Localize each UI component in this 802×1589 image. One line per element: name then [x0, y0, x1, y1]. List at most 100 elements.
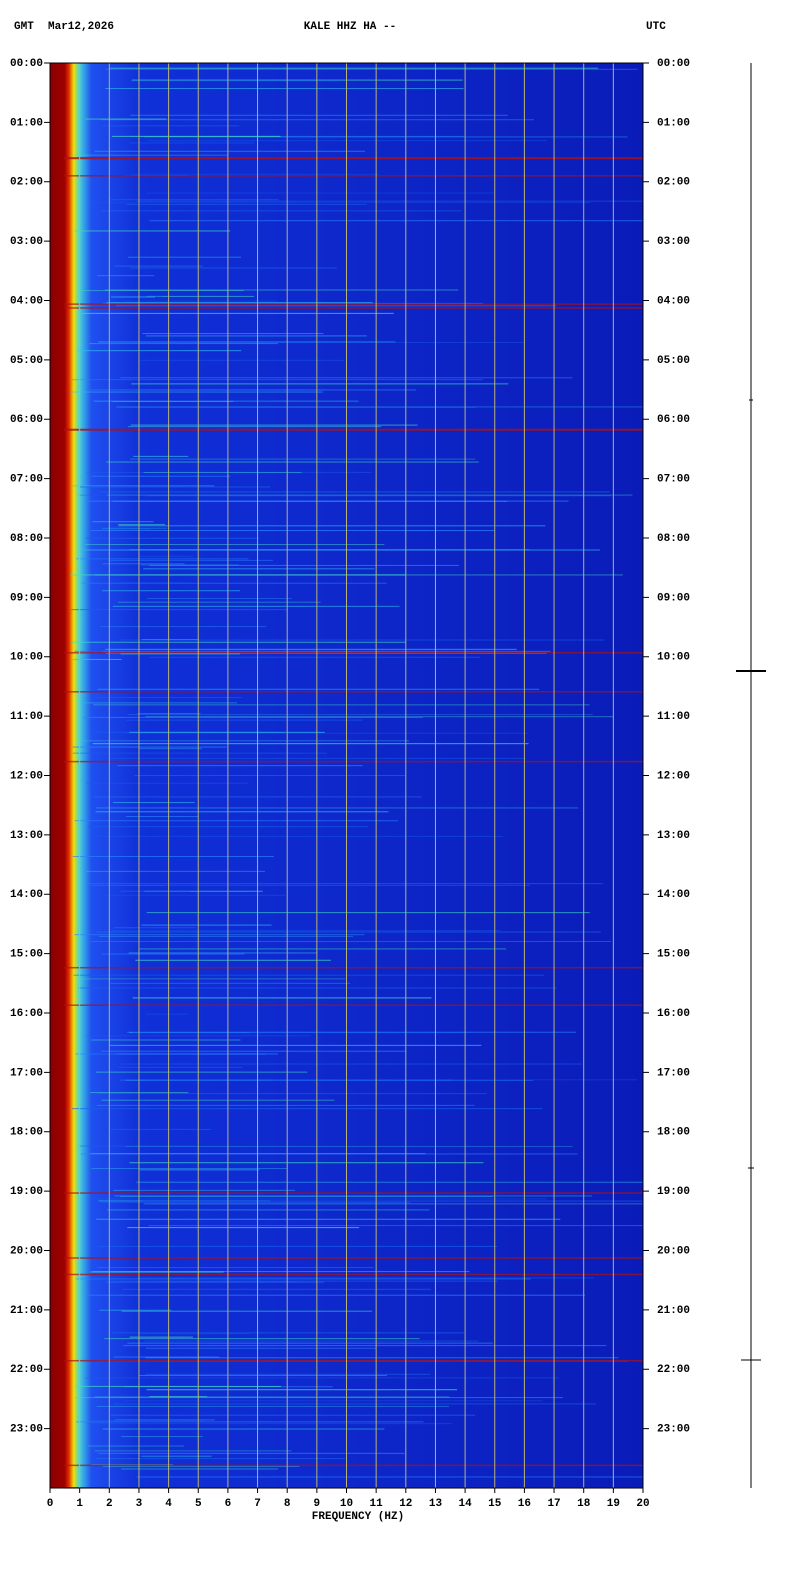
noise-streak — [106, 1209, 430, 1211]
noise-streak — [99, 1309, 172, 1311]
noise-streak — [101, 1099, 335, 1101]
noise-streak — [76, 1278, 531, 1280]
y-tick-label-right: 11:00 — [657, 711, 690, 723]
y-tick-label-right: 19:00 — [657, 1186, 690, 1198]
noise-streak — [102, 650, 551, 652]
y-tick-label-left: 22:00 — [10, 1364, 43, 1376]
noise-streak — [96, 1458, 346, 1460]
y-tick-label-right: 01:00 — [657, 117, 690, 129]
y-tick-label-left: 10:00 — [10, 652, 43, 664]
noise-streak — [121, 1310, 373, 1312]
noise-streak — [148, 656, 480, 658]
noise-streak — [88, 1445, 185, 1447]
y-tick-label-left: 15:00 — [10, 949, 43, 961]
noise-streak — [71, 609, 288, 611]
noise-streak — [115, 406, 476, 408]
noise-streak — [96, 807, 579, 809]
noise-streak — [91, 1039, 241, 1041]
noise-streak — [87, 1423, 453, 1425]
noise-streak — [139, 359, 345, 361]
noise-streak — [97, 1245, 498, 1247]
noise-streak — [84, 1377, 560, 1379]
noise-streak — [95, 1071, 308, 1073]
y-tick-label-left: 03:00 — [10, 236, 43, 248]
x-tick-label: 3 — [136, 1498, 143, 1510]
noise-streak — [102, 563, 185, 565]
noise-streak — [72, 752, 327, 754]
noise-streak — [133, 455, 189, 457]
noise-band — [64, 157, 643, 159]
y-tick-label-right: 18:00 — [657, 1127, 690, 1139]
y-tick-label-left: 23:00 — [10, 1424, 43, 1436]
noise-band — [64, 1359, 643, 1362]
noise-streak — [125, 816, 199, 818]
noise-streak — [87, 883, 603, 885]
y-tick-label-right: 22:00 — [657, 1364, 690, 1376]
noise-streak — [125, 1145, 573, 1147]
noise-streak — [109, 295, 163, 297]
noise-streak — [121, 1468, 279, 1470]
noise-streak — [118, 524, 165, 526]
noise-band — [64, 966, 643, 969]
noise-streak — [92, 521, 154, 523]
noise-streak — [146, 1389, 458, 1391]
noise-streak — [91, 1168, 288, 1170]
noise-streak — [112, 802, 195, 804]
y-tick-label-right: 08:00 — [657, 533, 690, 545]
noise-band — [64, 691, 643, 693]
x-tick-label: 20 — [636, 1498, 649, 1510]
noise-streak — [129, 1336, 193, 1338]
noise-streak — [111, 135, 281, 137]
grid — [44, 62, 649, 1493]
noise-streak — [137, 1277, 594, 1279]
noise-band — [64, 1257, 643, 1259]
x-tick-label: 7 — [254, 1498, 261, 1510]
noise-streak — [110, 1414, 476, 1416]
noise-streak — [72, 856, 274, 858]
noise-streak — [105, 648, 517, 650]
noise-streak — [96, 835, 503, 837]
noise-streak — [99, 935, 354, 937]
noise-streak — [114, 927, 196, 929]
y-tick-label-left: 18:00 — [10, 1127, 43, 1139]
zone-right: UTC — [646, 21, 666, 33]
noise-streak — [102, 1428, 385, 1430]
noise-streak — [149, 1396, 208, 1398]
noise-streak — [93, 704, 590, 706]
y-tick-label-left: 04:00 — [10, 295, 43, 307]
noise-streak — [74, 820, 398, 822]
noise-streak — [70, 154, 229, 156]
y-tick-label-right: 03:00 — [657, 236, 690, 248]
noise-streak — [101, 210, 462, 212]
noise-band — [64, 760, 643, 763]
noise-streak — [111, 296, 156, 298]
noise-streak — [78, 494, 424, 496]
noise-streak — [120, 1195, 493, 1197]
noise-streak — [137, 1079, 638, 1081]
noise-streak — [110, 199, 279, 201]
noise-streak — [134, 775, 406, 777]
noise-streak — [91, 475, 231, 477]
y-tick-label-left: 13:00 — [10, 830, 43, 842]
noise-streak — [113, 1189, 296, 1191]
noise-streak — [121, 1063, 582, 1065]
noise-streak — [112, 605, 400, 607]
noise-streak — [102, 590, 241, 592]
noise-streak — [85, 500, 569, 502]
noise-streak — [80, 702, 238, 704]
noise-streak — [142, 1200, 643, 1202]
noise-streak — [114, 265, 204, 267]
noise-streak — [79, 486, 271, 488]
noise-streak — [127, 1227, 360, 1229]
noise-band — [64, 652, 643, 654]
noise-streak — [143, 568, 375, 570]
noise-band — [64, 1464, 643, 1467]
noise-streak — [138, 555, 194, 557]
noise-streak — [130, 173, 379, 175]
x-tick-label: 9 — [314, 1498, 321, 1510]
noise-streak — [81, 312, 394, 314]
noise-band — [64, 428, 643, 431]
noise-streak — [86, 782, 249, 784]
noise-streak — [146, 912, 590, 914]
